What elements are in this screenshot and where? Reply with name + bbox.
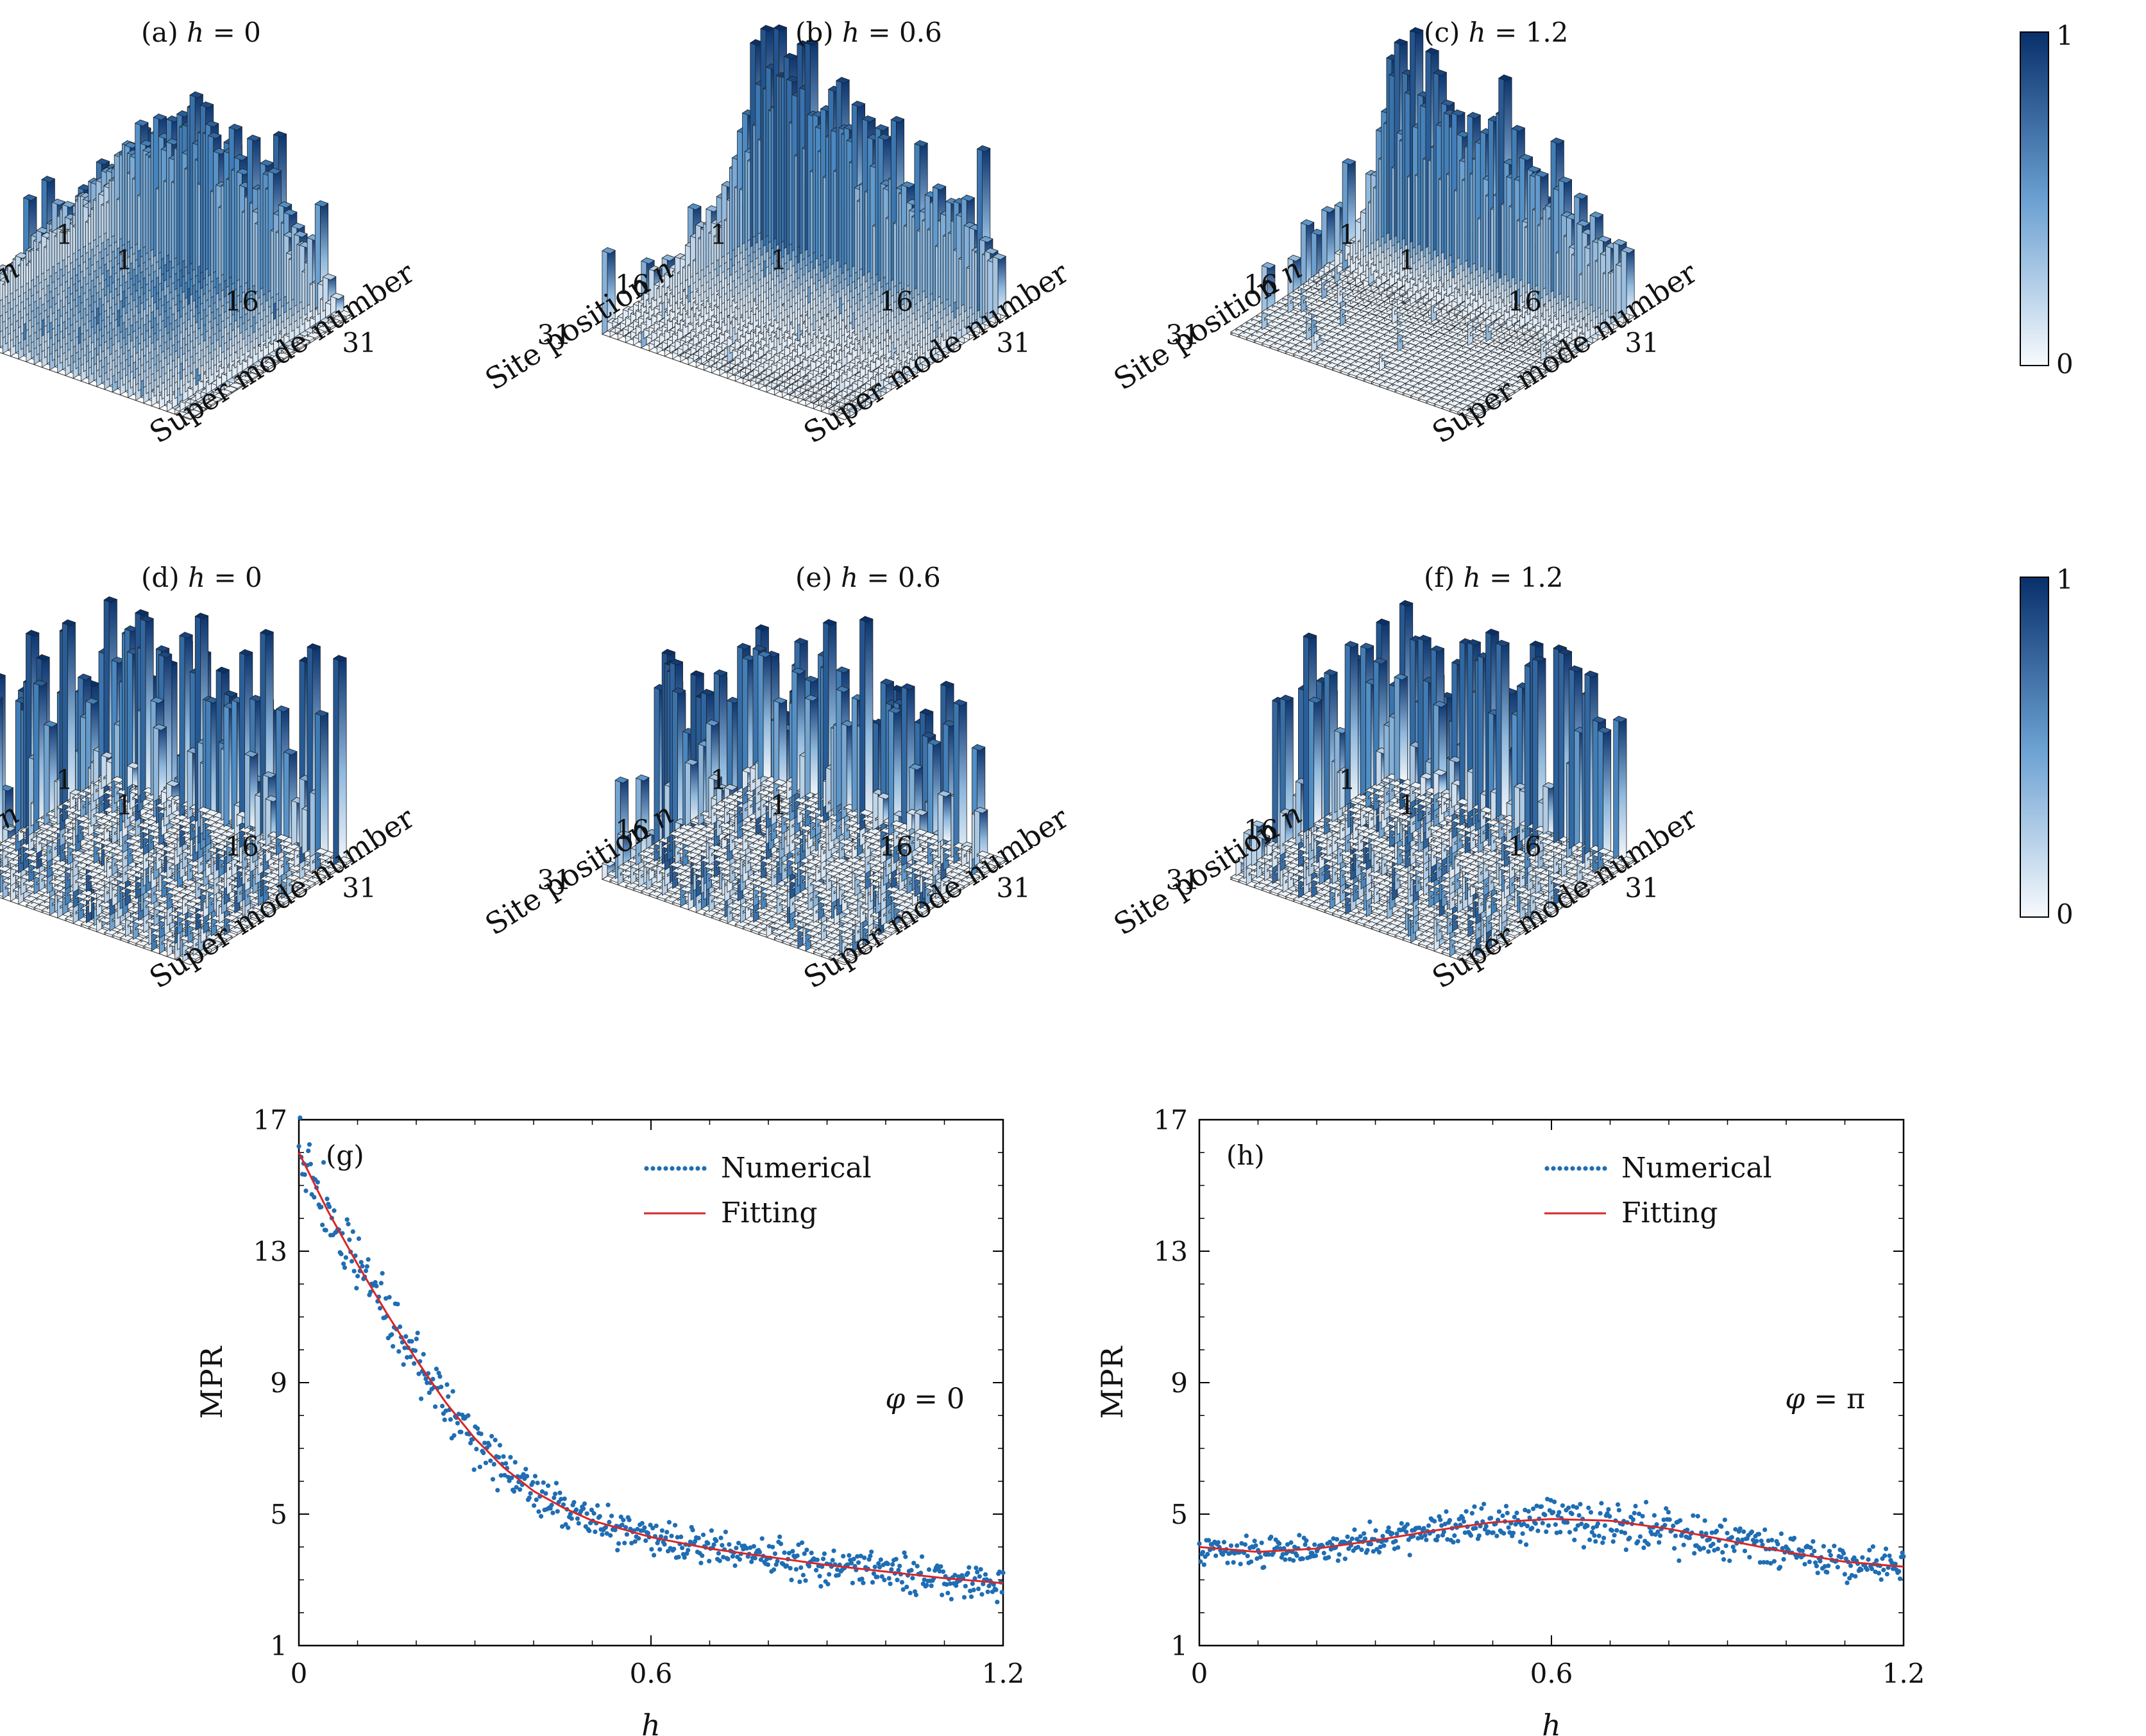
mode-tick-label: 31 — [342, 327, 376, 358]
mode-tick-label: 1 — [116, 244, 133, 276]
panel-label: (a) h = 0 — [141, 17, 261, 48]
site-tick-label: 1 — [56, 219, 73, 251]
bar-top — [22, 194, 37, 201]
mode-tick-label: 16 — [224, 286, 258, 317]
